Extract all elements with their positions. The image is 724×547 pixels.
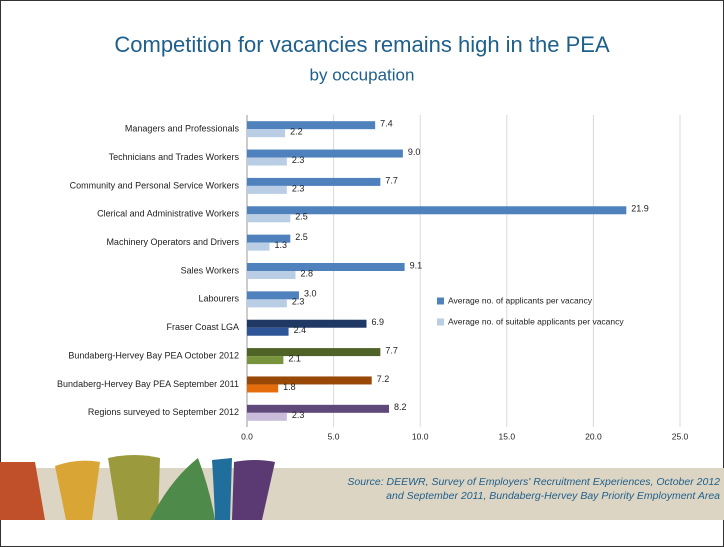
bar bbox=[247, 299, 287, 308]
y-tick-label: Bundaberg-Hervey Bay PEA September 2011 bbox=[57, 379, 239, 389]
chart-subtitle: by occupation bbox=[310, 65, 415, 84]
value-label: 2.8 bbox=[300, 268, 313, 278]
x-tick-label: 20.0 bbox=[585, 431, 602, 441]
legend-label: Average no. of suitable applicants per v… bbox=[448, 316, 624, 326]
bar bbox=[247, 291, 299, 300]
y-tick-label: Regions surveyed to September 2012 bbox=[88, 407, 239, 417]
bar bbox=[247, 157, 287, 166]
bar bbox=[247, 263, 405, 271]
source-line: and September 2011, Bundaberg-Hervey Bay… bbox=[386, 490, 720, 502]
footer-shape bbox=[150, 458, 215, 520]
value-label: 8.2 bbox=[394, 402, 407, 412]
footer-shape bbox=[108, 455, 160, 520]
value-label: 1.3 bbox=[275, 240, 288, 250]
value-label: 3.0 bbox=[304, 289, 317, 299]
bar bbox=[247, 206, 627, 215]
value-label: 9.0 bbox=[408, 147, 421, 157]
bar bbox=[247, 348, 381, 357]
footer-shape bbox=[212, 458, 232, 520]
value-label: 7.7 bbox=[385, 175, 398, 185]
value-label: 7.7 bbox=[385, 345, 398, 355]
value-label: 2.1 bbox=[288, 353, 301, 363]
legend-swatch bbox=[437, 297, 444, 305]
y-tick-label: Community and Personal Service Workers bbox=[70, 180, 240, 190]
legend-label: Average no. of applicants per vacancy bbox=[448, 295, 593, 305]
footer-shape bbox=[232, 460, 275, 520]
y-tick-label: Sales Workers bbox=[181, 265, 240, 275]
y-tick-label: Labourers bbox=[198, 294, 239, 304]
y-tick-label: Bundaberg-Hervey Bay PEA October 2012 bbox=[68, 350, 239, 360]
value-label: 7.2 bbox=[377, 374, 390, 384]
bar bbox=[247, 121, 376, 130]
value-label: 2.3 bbox=[292, 297, 305, 307]
bar bbox=[247, 129, 286, 138]
bar bbox=[247, 327, 289, 336]
value-label: 1.8 bbox=[283, 382, 296, 392]
value-label: 2.5 bbox=[295, 232, 308, 242]
source-line: Source: DEEWR, Survey of Employers' Recr… bbox=[347, 476, 720, 488]
chart-title: Competition for vacancies remains high i… bbox=[114, 32, 610, 57]
bar bbox=[247, 356, 284, 365]
y-tick-label: Managers and Professionals bbox=[125, 124, 240, 134]
bar bbox=[247, 404, 390, 413]
value-label: 2.3 bbox=[292, 155, 305, 165]
bar bbox=[247, 271, 296, 279]
bar bbox=[247, 242, 270, 251]
x-tick-label: 25.0 bbox=[672, 431, 689, 441]
bar bbox=[247, 376, 372, 385]
footer-shape bbox=[55, 460, 100, 520]
x-tick-label: 10.0 bbox=[412, 431, 429, 441]
value-label: 2.3 bbox=[292, 183, 305, 193]
value-label: 21.9 bbox=[631, 204, 649, 214]
x-tick-label: 5.0 bbox=[328, 431, 340, 441]
y-tick-label: Technicians and Trades Workers bbox=[109, 152, 240, 162]
value-label: 6.9 bbox=[372, 317, 385, 327]
y-tick-label: Machinery Operators and Drivers bbox=[106, 237, 239, 247]
footer-decoration bbox=[0, 455, 724, 520]
value-label: 7.4 bbox=[380, 119, 393, 129]
value-label: 2.3 bbox=[292, 410, 305, 420]
bar bbox=[247, 234, 291, 243]
bar bbox=[247, 412, 287, 421]
bar bbox=[247, 185, 287, 194]
legend-swatch bbox=[437, 318, 444, 326]
y-tick-label: Clerical and Administrative Workers bbox=[97, 209, 239, 219]
bar bbox=[247, 319, 367, 328]
value-label: 2.2 bbox=[290, 127, 303, 137]
bar bbox=[247, 177, 381, 186]
value-label: 2.5 bbox=[295, 212, 308, 222]
x-tick-label: 0.0 bbox=[241, 431, 253, 441]
bar bbox=[247, 384, 279, 393]
value-label: 9.1 bbox=[410, 260, 423, 270]
bar bbox=[247, 149, 403, 158]
footer-shape bbox=[0, 462, 45, 520]
x-tick-label: 15.0 bbox=[499, 431, 516, 441]
bar bbox=[247, 214, 291, 223]
y-tick-label: Fraser Coast LGA bbox=[166, 322, 239, 332]
value-label: 2.4 bbox=[294, 325, 307, 335]
